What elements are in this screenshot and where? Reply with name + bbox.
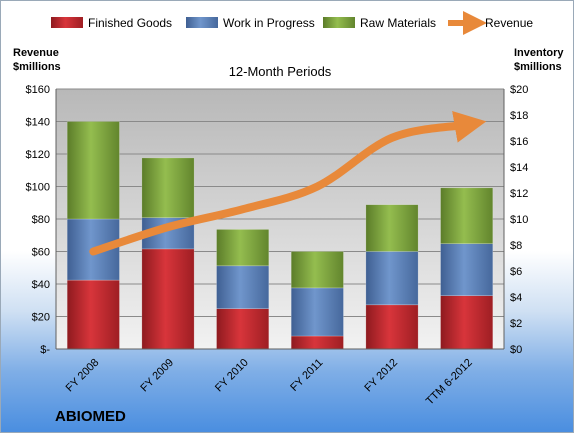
legend-swatch xyxy=(323,17,355,28)
y-left-tick-label: $160 xyxy=(26,84,50,96)
legend-swatch xyxy=(51,17,83,28)
y-right-tick-label: $14 xyxy=(510,162,528,174)
y-right-tick-label: $6 xyxy=(510,266,522,278)
y-left-tick-label: $100 xyxy=(26,182,50,194)
bar-raw-materials xyxy=(66,121,120,220)
bar-raw-materials xyxy=(290,251,344,289)
legend-label: Raw Materials xyxy=(360,16,436,30)
left-axis: $- $20 $40 $60 $80 $100 $120 $140 $160 xyxy=(26,84,504,356)
y-left-tick-label: $60 xyxy=(32,247,50,259)
bar-finished-goods xyxy=(290,335,344,350)
x-tick-label: FY 2010 xyxy=(213,357,251,395)
y-right-tick-label: $18 xyxy=(510,110,528,122)
chart-title: 12-Month Periods xyxy=(229,64,332,79)
y-right-tick-label: $10 xyxy=(510,214,528,226)
bar-finished-goods xyxy=(440,295,494,350)
bar-work-in-progress xyxy=(290,287,344,337)
y-right-tick-label: $8 xyxy=(510,240,522,252)
y-right-tick-label: $16 xyxy=(510,136,528,148)
y-right-title-line2: $millions xyxy=(514,61,562,73)
y-left-tick-label: $20 xyxy=(32,312,50,324)
y-right-tick-label: $0 xyxy=(510,344,522,356)
bar-finished-goods xyxy=(141,248,195,350)
x-tick-label: FY 2011 xyxy=(288,357,325,394)
legend: Finished Goods Work in Progress Raw Materi… xyxy=(51,11,533,35)
legend-label: Finished Goods xyxy=(88,16,172,30)
bar-raw-materials xyxy=(365,204,419,252)
x-tick-label: TTM 6-2012 xyxy=(424,357,475,408)
bar-work-in-progress xyxy=(216,265,270,309)
y-left-tick-label: $140 xyxy=(26,117,50,129)
bar-finished-goods xyxy=(365,304,419,350)
bar-raw-materials xyxy=(440,187,494,245)
right-axis: $0 $2 $4 $6 $8 $10 $12 $14 $16 $18 $20 xyxy=(503,84,528,356)
bar-work-in-progress xyxy=(440,243,494,296)
x-tick-label: FY 2012 xyxy=(362,357,400,395)
bars xyxy=(66,121,494,350)
y-left-title-line2: $millions xyxy=(13,61,61,73)
legend-label: Revenue xyxy=(485,16,533,30)
y-left-tick-label: $120 xyxy=(26,149,50,161)
legend-label: Work in Progress xyxy=(223,16,315,30)
x-tick-label: FY 2009 xyxy=(138,357,176,395)
revenue-line xyxy=(89,111,487,256)
x-axis: FY 2008 FY 2009 FY 2010 FY 2011 FY 2012 TTM 6… xyxy=(64,357,475,408)
bar-raw-materials xyxy=(216,229,270,267)
bar-raw-materials xyxy=(141,157,195,218)
y-left-tick-label: $- xyxy=(40,344,50,356)
y-left-title-line1: Revenue xyxy=(13,47,59,59)
company-name: ABIOMED xyxy=(55,408,126,425)
y-right-tick-label: $4 xyxy=(510,292,522,304)
bar-finished-goods xyxy=(66,279,120,350)
y-left-tick-label: $40 xyxy=(32,279,50,291)
x-tick-label: FY 2008 xyxy=(64,357,102,395)
y-right-tick-label: $20 xyxy=(510,84,528,96)
y-right-tick-label: $12 xyxy=(510,188,528,200)
y-right-title-line1: Inventory xyxy=(514,47,564,59)
revenue-series-line xyxy=(89,111,487,256)
legend-swatch xyxy=(186,17,218,28)
y-right-tick-label: $2 xyxy=(510,318,522,330)
bar-work-in-progress xyxy=(365,251,419,306)
y-left-tick-label: $80 xyxy=(32,214,50,226)
bar-finished-goods xyxy=(216,308,270,350)
